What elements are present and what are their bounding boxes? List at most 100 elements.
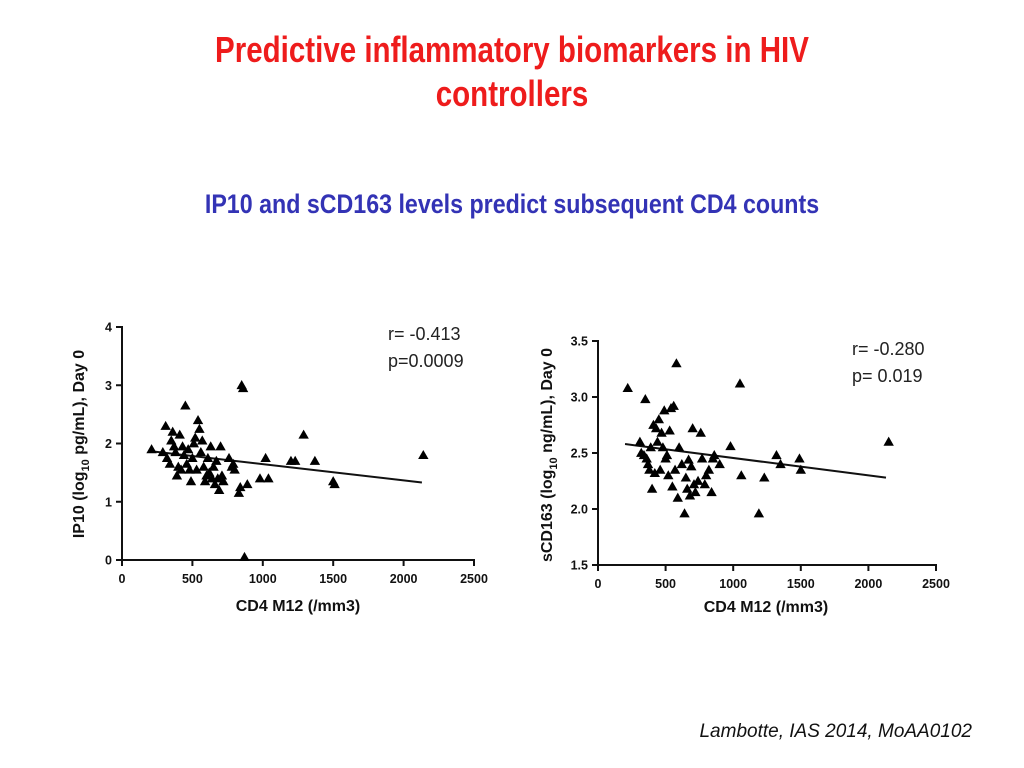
ip10-data-point	[190, 432, 201, 442]
ip10-x-tick-label: 500	[182, 572, 203, 586]
scd163-data-point	[692, 475, 704, 485]
ip10-data-point	[208, 461, 219, 471]
ip10-data-point	[237, 382, 249, 393]
ip10-y-axis-title-post: pg/mL), Day 0	[71, 350, 88, 459]
scd163-data-point	[654, 464, 666, 474]
scd163-data-point	[652, 436, 663, 446]
scd163-data-point	[690, 487, 701, 497]
scd163-annotation-p: p= 0.019	[852, 366, 923, 386]
ip10-data-point	[180, 400, 191, 410]
scd163-data-point	[775, 459, 786, 469]
scd163-data-point	[696, 453, 708, 463]
ip10-data-point	[218, 476, 229, 486]
ip10-data-point	[164, 458, 176, 468]
scd163-data-point	[703, 464, 715, 474]
citation: Lambotte, IAS 2014, MoAA0102	[699, 721, 972, 742]
scd163-data-point	[664, 425, 675, 435]
ip10-data-point	[177, 441, 188, 451]
scd163-data-point	[656, 427, 667, 437]
scd163-regression-line	[624, 443, 887, 479]
scd163-x-tick-label: 1000	[719, 577, 747, 591]
ip10-data-point	[178, 449, 190, 460]
ip10-data-point	[157, 447, 169, 457]
ip10-regression-line	[150, 450, 423, 484]
ip10-data-point	[199, 476, 211, 486]
scd163-data-point	[771, 450, 782, 460]
ip10-data-point	[298, 429, 309, 439]
scd163-data-point	[644, 464, 655, 474]
ip10-y-tick-label: 0	[105, 554, 112, 568]
ip10-data-point	[235, 481, 246, 492]
scd163-data-point	[687, 423, 698, 433]
scd163-data-point	[759, 472, 770, 482]
ip10-data-point	[188, 438, 200, 448]
scd163-data-point	[634, 436, 646, 446]
ip10-data-point	[167, 426, 178, 436]
scd163-data-point	[650, 423, 662, 433]
slide-subtitle: IP10 and sCD163 levels predict subsequen…	[204, 189, 820, 219]
ip10-data-point	[175, 464, 187, 474]
ip10-y-axis-title-pre: IP10 (log	[71, 471, 88, 538]
scd163-data-point	[663, 470, 674, 480]
ip10-y-axis-title: IP10 (log10 pg/mL), Day 0	[71, 350, 92, 538]
scd163-data-point	[669, 464, 681, 474]
scd163-data-point	[700, 470, 712, 480]
ip10-data-point	[202, 452, 214, 462]
scd163-data-point	[683, 454, 694, 464]
ip10-y-axis-title-sub: 10	[80, 459, 92, 471]
ip10-data-point	[198, 461, 209, 471]
ip10-data-point	[213, 484, 225, 494]
scd163-data-point	[686, 461, 697, 471]
scd163-x-tick-label: 2500	[922, 577, 950, 591]
ip10-x-tick-label: 2500	[460, 572, 488, 586]
ip10-x-tick-label: 1000	[249, 572, 277, 586]
scd163-y-tick-label: 3.0	[571, 391, 588, 405]
ip10-data-point	[216, 470, 228, 480]
ip10-data-point	[211, 455, 222, 465]
scd163-data-point	[680, 472, 692, 482]
ip10-data-point	[182, 444, 194, 454]
scd163-data-point	[668, 400, 679, 410]
scd163-data-point	[753, 508, 765, 518]
ip10-data-point	[229, 464, 240, 474]
ip10-data-point	[174, 429, 185, 439]
ip10-data-point	[309, 455, 321, 465]
ip10-x-tick-label: 2000	[390, 572, 418, 586]
scd163-data-point	[646, 483, 658, 493]
scd163-data-point	[684, 490, 696, 500]
ip10-data-point	[146, 444, 157, 454]
ip10-data-point	[195, 447, 207, 457]
ip10-data-point	[289, 455, 301, 465]
ip10-data-point	[197, 435, 208, 445]
ip10-data-point	[223, 452, 235, 462]
ip10-data-point	[254, 473, 266, 483]
ip10-data-point	[171, 470, 183, 480]
ip10-data-point	[233, 487, 245, 497]
scd163-data-point	[679, 508, 690, 518]
scd163-data-point	[676, 459, 688, 469]
ip10-y-tick-label: 3	[105, 379, 112, 393]
scd163-y-tick-label: 2.0	[571, 503, 588, 517]
scd163-y-tick-label: 2.5	[571, 447, 588, 461]
ip10-data-point	[194, 423, 205, 433]
scd163-x-tick-label: 0	[595, 577, 602, 591]
scd163-x-tick-label: 2000	[854, 577, 882, 591]
scd163-data-point	[667, 481, 678, 491]
scd163-data-point	[734, 378, 746, 388]
scd163-data-point	[709, 450, 720, 460]
scd163-data-point	[641, 453, 652, 463]
ip10-data-point	[187, 452, 198, 462]
scd163-data-point	[622, 382, 633, 392]
ip10-data-point	[168, 441, 180, 451]
scd163-y-axis-title-sub: 10	[548, 457, 560, 469]
ip10-annotation-p: p=0.0009	[388, 351, 464, 371]
ip10-annotation-r: r= -0.413	[388, 324, 461, 344]
scd163-data-point	[672, 492, 683, 502]
scd163-y-tick-label: 1.5	[571, 559, 588, 573]
ip10-data-point	[329, 479, 340, 489]
ip10-data-point	[242, 479, 253, 489]
